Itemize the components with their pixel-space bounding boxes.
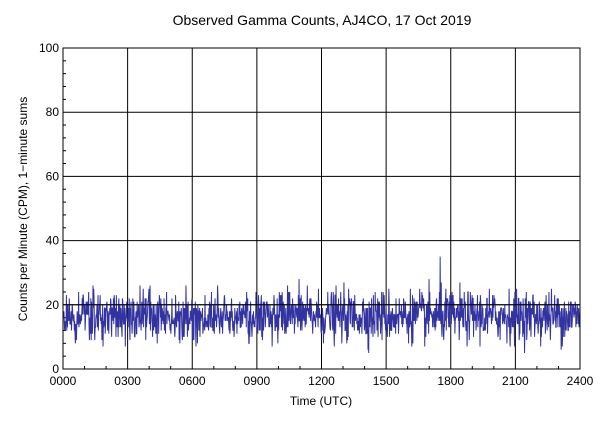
y-tick-labels: 0 20 40 60 80 100 <box>39 41 59 376</box>
x-tick-label: 0000 <box>50 374 77 388</box>
series-layer <box>63 256 581 353</box>
x-tick-label: 0300 <box>114 374 141 388</box>
x-axis-label: Time (UTC) <box>290 394 352 408</box>
y-tick-label: 80 <box>46 105 60 119</box>
series-line <box>63 256 581 353</box>
y-tick-label: 40 <box>46 234 60 248</box>
x-tick-label: 0900 <box>244 374 271 388</box>
x-tick-labels: 0000 0300 0600 0900 1200 1500 1800 2100 2400 <box>50 374 594 388</box>
chart-title: Observed Gamma Counts, AJ4CO, 17 Oct 201… <box>173 12 472 28</box>
x-tick-label: 0600 <box>179 374 206 388</box>
y-tick-label: 100 <box>39 41 59 55</box>
y-tick-label: 20 <box>46 298 60 312</box>
plot-frame <box>62 47 581 370</box>
x-tick-label: 2400 <box>567 374 594 388</box>
x-tick-label: 1800 <box>437 374 464 388</box>
x-tick-label: 2100 <box>502 374 529 388</box>
x-tick-label: 1500 <box>373 374 400 388</box>
y-tick-label: 0 <box>52 362 59 376</box>
x-tick-label: 1200 <box>308 374 335 388</box>
y-tick-label: 60 <box>46 169 60 183</box>
y-axis-label: Counts per Minute (CPM), 1−minute sums <box>16 97 30 321</box>
